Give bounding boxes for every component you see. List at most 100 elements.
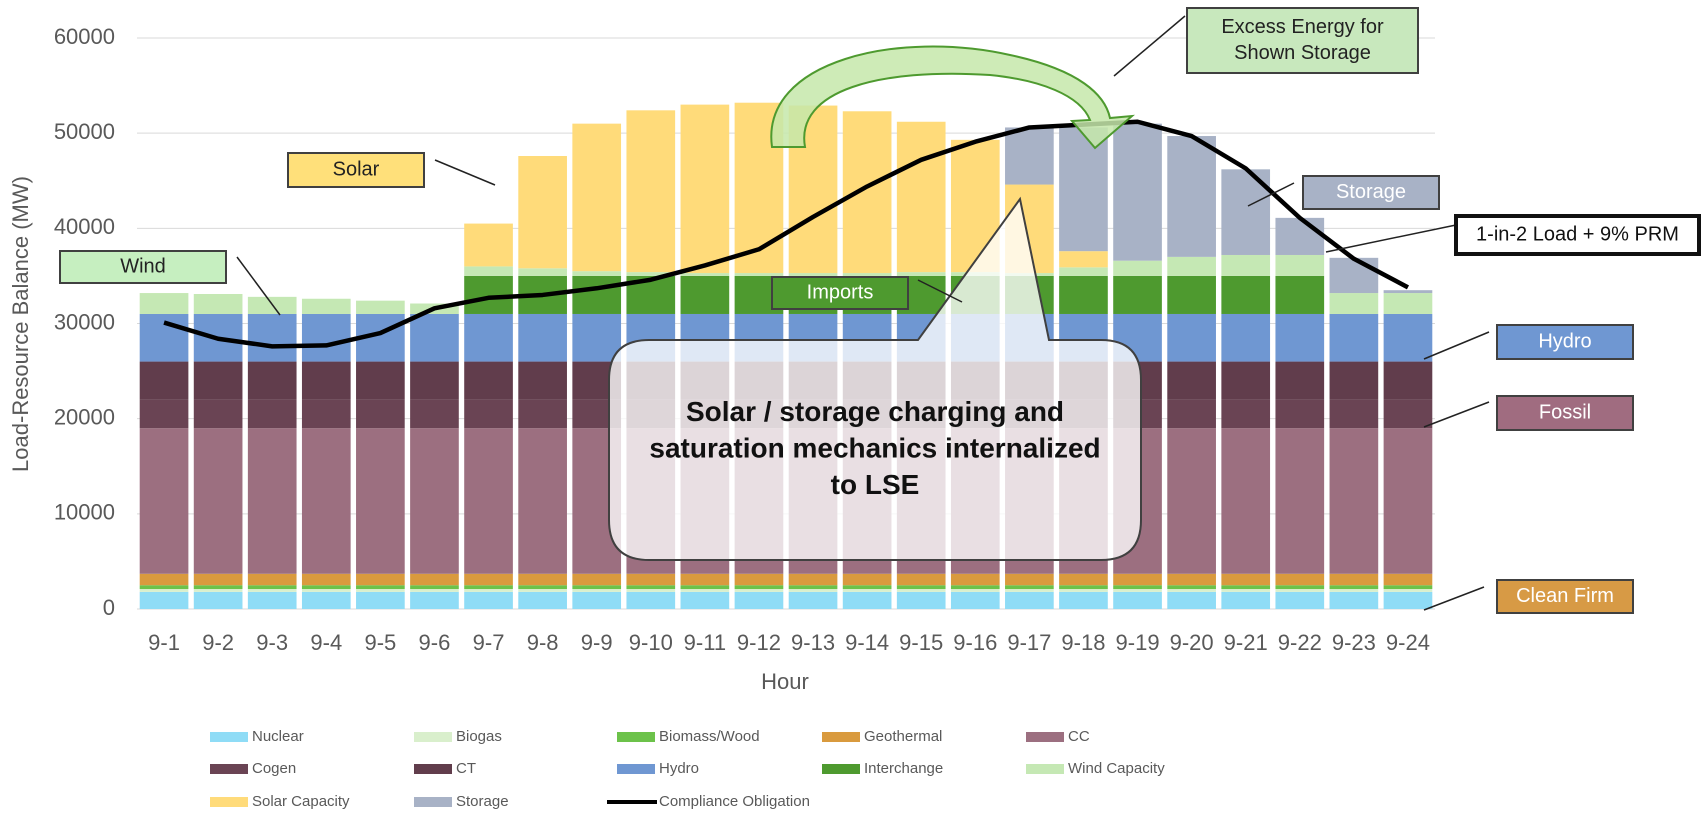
- legend-swatch: [822, 732, 860, 742]
- bar-segment: [734, 573, 784, 586]
- bar-segment: [896, 585, 946, 590]
- bar-segment: [1113, 589, 1162, 592]
- bar-segment: [1167, 313, 1216, 362]
- bar-segment: [680, 104, 730, 274]
- annotation-text: Solar: [333, 158, 380, 180]
- bar-segment: [1329, 399, 1379, 429]
- bar-segment: [1383, 290, 1433, 294]
- x-tick-label: 9-8: [527, 630, 559, 655]
- bar-segment: [1167, 399, 1216, 429]
- bar-segment: [680, 589, 730, 592]
- bar-segment: [1005, 573, 1054, 586]
- bar-segment: [626, 272, 676, 276]
- bar-segment: [464, 361, 513, 400]
- bar-segment: [301, 313, 351, 362]
- bar-segment: [1005, 589, 1054, 592]
- annotation-text: Clean Firm: [1516, 585, 1614, 607]
- annotation-text: Imports: [807, 281, 874, 303]
- bar-segment: [896, 573, 946, 586]
- bar-segment: [193, 573, 243, 586]
- bar-segment: [842, 273, 892, 276]
- bar-segment: [410, 399, 459, 429]
- bar-segment: [193, 591, 243, 609]
- bar-segment: [1329, 591, 1379, 609]
- bar-segment: [247, 361, 297, 400]
- bar-segment: [410, 573, 459, 586]
- bar-segment: [1275, 399, 1325, 429]
- annotation-text: Solar / storage charging and: [686, 396, 1064, 427]
- legend-swatch: [822, 764, 860, 774]
- annotation-text: Shown Storage: [1234, 42, 1371, 64]
- bar-segment: [356, 361, 405, 400]
- annotation-box: [287, 152, 425, 188]
- bar-segment: [734, 585, 784, 590]
- bar-segment: [464, 266, 513, 276]
- bar-segment: [680, 273, 730, 276]
- bar-segment: [1221, 591, 1271, 609]
- bar-segment: [139, 591, 189, 609]
- annotation-text: Storage: [1336, 181, 1406, 203]
- bar-segment: [1383, 313, 1433, 362]
- bar-segment: [1275, 217, 1325, 255]
- bar-segment: [1167, 591, 1216, 609]
- bar-segment: [1329, 293, 1379, 314]
- bar-segment: [139, 589, 189, 592]
- bar-segment: [518, 361, 567, 400]
- bar-segment: [301, 428, 351, 574]
- excess-arrow: [770, 45, 1136, 150]
- bar-segment: [572, 591, 622, 609]
- bar-segment: [247, 589, 297, 592]
- bar-segment: [1059, 589, 1108, 592]
- legend-label: Interchange: [864, 760, 943, 777]
- leader-line: [1423, 586, 1485, 611]
- bar-segment: [1221, 399, 1271, 429]
- bar-segment: [1221, 585, 1271, 590]
- bar-segment: [734, 589, 784, 592]
- y-tick-label: 30000: [54, 309, 115, 334]
- x-tick-label: 9-21: [1224, 630, 1268, 655]
- bar-segment: [1275, 573, 1325, 586]
- legend-label: Solar Capacity: [252, 793, 350, 810]
- bar-segment: [464, 313, 513, 362]
- legend-label: Storage: [456, 793, 509, 810]
- x-tick-label: 9-12: [737, 630, 781, 655]
- bar-segment: [788, 273, 838, 276]
- bar-segment: [1329, 573, 1379, 586]
- line-series: [163, 119, 1410, 349]
- bar-segment: [139, 361, 189, 400]
- bar-segment: [680, 585, 730, 590]
- bar-segment: [410, 591, 459, 609]
- legend-swatch: [210, 797, 248, 807]
- bar-segment: [193, 399, 243, 429]
- x-tick-label: 9-15: [899, 630, 943, 655]
- bar-segment: [680, 573, 730, 586]
- bar-segment: [1275, 254, 1325, 276]
- bar-segment: [193, 589, 243, 592]
- bar-segment: [193, 361, 243, 400]
- legend-label: CT: [456, 760, 476, 777]
- bar-segment: [139, 428, 189, 574]
- bar-segment: [518, 573, 567, 586]
- x-tick-label: 9-23: [1332, 630, 1376, 655]
- bar-segment: [356, 300, 405, 314]
- bar-segment: [1113, 591, 1162, 609]
- bar-segment: [301, 589, 351, 592]
- bar-segment: [356, 591, 405, 609]
- bar-segment: [301, 573, 351, 586]
- bar-segment: [1167, 573, 1216, 586]
- bar-segment: [1059, 127, 1108, 252]
- bar-segment: [842, 573, 892, 586]
- y-tick-label: 10000: [54, 500, 115, 525]
- annotation-box: [1302, 175, 1440, 210]
- bar-segment: [247, 585, 297, 590]
- bar-segment: [1221, 275, 1271, 314]
- bar-segment: [247, 573, 297, 586]
- bar-segment: [1167, 585, 1216, 590]
- bar-segment: [626, 110, 676, 273]
- bar-segment: [1167, 589, 1216, 592]
- bar-segment: [139, 313, 189, 362]
- bar-segment: [247, 428, 297, 574]
- x-tick-label: 9-5: [364, 630, 396, 655]
- legend-label: Cogen: [252, 760, 296, 777]
- bar-segment: [356, 585, 405, 590]
